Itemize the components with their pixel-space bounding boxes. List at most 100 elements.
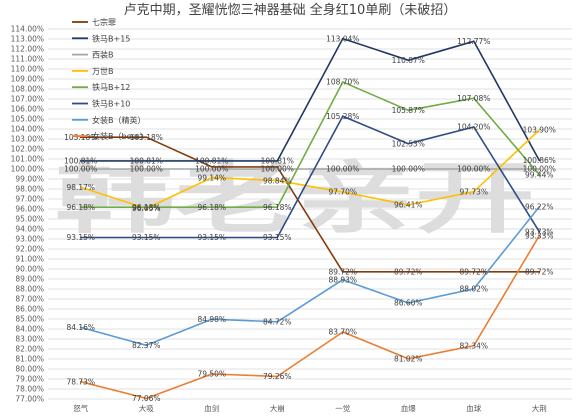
data-label: 100.00% — [195, 165, 228, 174]
data-point — [276, 166, 279, 168]
x-tick-label: 一觉 — [335, 403, 350, 413]
y-tick-label: 94.00% — [15, 225, 44, 234]
data-point — [145, 168, 148, 170]
y-tick-label: 102.00% — [11, 145, 44, 154]
data-label: 82.34% — [459, 341, 488, 350]
data-point — [276, 375, 279, 378]
data-label: 99.14% — [197, 173, 226, 182]
data-label: 100.00% — [64, 165, 97, 174]
data-point — [341, 270, 344, 273]
data-label: 97.70% — [328, 188, 357, 197]
data-point — [210, 160, 213, 162]
data-label: 84.72% — [263, 318, 292, 327]
y-tick-label: 78.00% — [15, 385, 44, 394]
data-point — [407, 109, 410, 112]
legend-label: 西装B — [92, 50, 114, 60]
y-tick-label: 114.00% — [11, 25, 44, 34]
data-point — [538, 234, 541, 237]
data-label: 100.00% — [130, 165, 163, 174]
x-tick-label: 血剑 — [204, 403, 219, 413]
data-point — [210, 166, 213, 168]
data-label: 100.00% — [457, 165, 490, 174]
data-label: 78.73% — [66, 377, 95, 386]
data-label: 83.70% — [328, 328, 357, 337]
y-tick-label: 96.00% — [15, 205, 44, 214]
legend-label: 女装B（精英） — [92, 115, 146, 125]
data-point — [145, 207, 148, 210]
x-tick-label: 血球 — [466, 403, 481, 413]
data-point — [276, 320, 279, 323]
y-tick-label: 113.00% — [11, 35, 44, 44]
y-tick-label: 105.00% — [11, 115, 44, 124]
data-point — [407, 59, 410, 62]
data-label: 84.98% — [197, 315, 226, 324]
legend-label: 铁马B+15 — [92, 33, 130, 43]
series-line — [80, 115, 540, 239]
data-point — [145, 236, 148, 239]
data-point — [538, 270, 541, 273]
data-point — [341, 278, 344, 281]
y-tick-label: 112.00% — [11, 45, 44, 54]
series-line — [80, 37, 541, 162]
y-tick-label: 79.00% — [15, 375, 44, 384]
y-tick-label: 81.00% — [15, 355, 44, 364]
data-label: 105.87% — [392, 106, 425, 115]
y-tick-label: 86.00% — [15, 305, 44, 314]
data-label: 107.08% — [457, 94, 490, 103]
data-point — [79, 168, 82, 170]
y-tick-label: 106.00% — [11, 105, 44, 114]
y-tick-label: 90.00% — [15, 265, 44, 274]
data-point — [276, 206, 279, 209]
data-label: 93.15% — [132, 233, 161, 242]
data-label: 100.86% — [523, 156, 556, 165]
data-label: 103.18% — [130, 133, 163, 142]
y-tick-label: 88.00% — [15, 285, 44, 294]
data-label: 96.18% — [263, 203, 292, 212]
data-point — [276, 179, 279, 182]
data-label: 88.02% — [459, 285, 488, 294]
data-label: 77.06% — [132, 394, 161, 403]
legend-label: 七宗罪 — [92, 17, 116, 27]
data-point — [276, 236, 279, 239]
data-point — [538, 205, 541, 208]
data-label: 108.70% — [326, 78, 359, 87]
data-point — [341, 37, 344, 40]
data-labels: 103.18% 103.18% 89.72% 89.72% 89.72% 89.72% 10… — [64, 34, 556, 403]
data-label: 88.93% — [328, 275, 357, 284]
data-point — [210, 168, 213, 170]
y-tick-label: 92.00% — [15, 245, 44, 254]
y-tick-label: 109.00% — [11, 75, 44, 84]
data-point — [145, 136, 148, 139]
data-point — [407, 204, 410, 206]
data-label: 100.81% — [261, 157, 294, 166]
y-tick-label: 110.00% — [11, 65, 44, 74]
data-label: 93.73% — [525, 227, 554, 236]
data-point — [538, 129, 541, 131]
data-label: 98.17% — [66, 183, 95, 192]
data-label: 86.60% — [394, 299, 423, 308]
data-point — [79, 186, 82, 189]
y-tick-label: 98.00% — [15, 185, 44, 194]
data-point — [210, 236, 213, 239]
data-label: 99.44% — [525, 170, 554, 179]
series-line — [80, 235, 540, 400]
data-point — [341, 81, 344, 83]
series-line — [80, 136, 540, 273]
data-point — [145, 397, 148, 400]
y-tick-label: 111.00% — [11, 55, 44, 64]
data-point — [210, 373, 213, 375]
data-point — [407, 168, 410, 170]
legend-label: 铁马B+10 — [92, 99, 130, 109]
data-point — [472, 126, 475, 128]
series-line — [80, 206, 540, 347]
y-tick-label: 91.00% — [15, 255, 44, 264]
data-label: 113.04% — [326, 34, 359, 43]
data-point — [407, 302, 410, 304]
data-point — [210, 176, 213, 179]
data-label: 100.00% — [523, 165, 556, 174]
data-point — [79, 326, 82, 329]
data-label: 89.72% — [394, 268, 423, 277]
y-tick-label: 89.00% — [15, 275, 44, 284]
y-tick-label: 101.00% — [11, 155, 44, 164]
